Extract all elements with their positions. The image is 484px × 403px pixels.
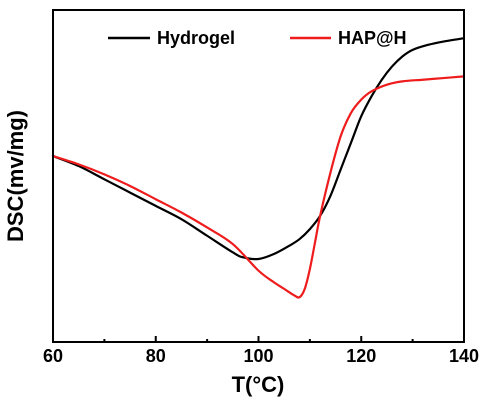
x-tick-label: 140: [449, 346, 479, 366]
legend-label-hap-h: HAP@H: [338, 28, 407, 48]
x-tick-label: 100: [243, 346, 273, 366]
series-layer: [51, 37, 466, 299]
plot-frame: [52, 9, 465, 343]
x-tick-label: 120: [346, 346, 376, 366]
series-line-hydrogel: [51, 37, 466, 261]
series-line-hap-h: [51, 75, 466, 299]
axes-layer: [52, 9, 465, 343]
x-tick-label: 80: [146, 346, 166, 366]
legend: Hydrogel HAP@H: [108, 28, 407, 48]
x-tick-label: 60: [43, 346, 63, 366]
y-axis-title: DSC(mv/mg): [3, 110, 28, 242]
legend-label-hydrogel: Hydrogel: [157, 28, 235, 48]
x-axis-title: T(°C): [232, 372, 285, 397]
x-ticks: 60 80 100 120 140: [43, 336, 479, 366]
